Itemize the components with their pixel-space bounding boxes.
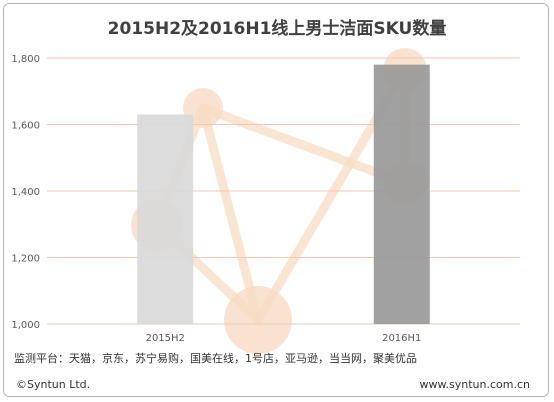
bars: [137, 64, 430, 325]
watermark-node: [224, 286, 292, 354]
y-tick-label: 1,600: [11, 121, 40, 132]
bar: [373, 64, 430, 325]
website-url[interactable]: www.syntun.com.cn: [419, 378, 530, 391]
gridlines: [47, 57, 520, 325]
y-axis-ticks: 1,000 1,200 1,400 1,600 1,800: [11, 54, 40, 331]
y-tick-label: 1,200: [11, 254, 40, 265]
x-tick-label: 2016H1: [382, 333, 421, 344]
y-tick-label: 1,800: [11, 54, 40, 65]
y-tick-label: 1,400: [11, 187, 40, 198]
y-tick-label: 1,000: [11, 320, 40, 331]
bar: [137, 114, 194, 325]
data-source-note: 监测平台：天猫，京东，苏宁易购，国美在线，1号店，亚马逊，当当网，聚美优品: [14, 352, 417, 365]
x-axis-ticks: 2015H2 2016H1: [146, 333, 422, 344]
watermark-link: [198, 103, 263, 325]
chart-title: 2015H2及2016H1线上男士洁面SKU数量: [107, 19, 447, 39]
x-tick-label: 2015H2: [146, 333, 185, 344]
watermark-link: [198, 103, 410, 188]
copyright-text: ©Syntun Ltd.: [16, 378, 91, 391]
